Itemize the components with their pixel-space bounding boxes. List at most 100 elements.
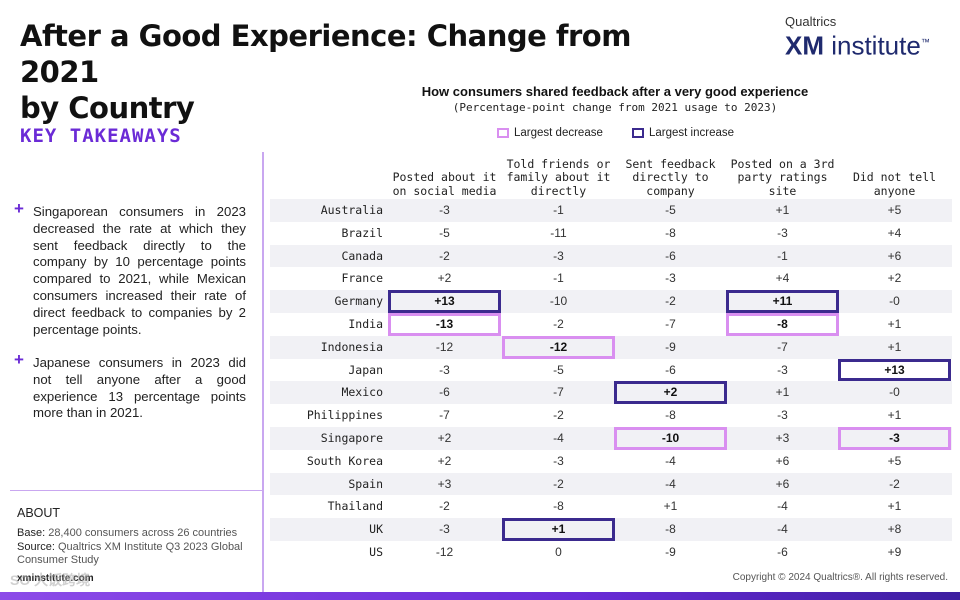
table-cell: -4 [665,453,676,468]
table-cell: -7 [777,339,788,354]
page-title-line2: by Country [20,91,195,125]
base-text: 28,400 consumers across 26 countries [45,527,238,539]
table-cell: -9 [665,339,676,354]
column-header: Posted on a 3rd party ratings site [725,156,840,198]
table-cell: -2 [553,476,564,491]
table-cell: +2 [614,381,727,405]
table-cell: +11 [726,290,839,313]
about-base: Base: 28,400 consumers across 26 countri… [17,527,257,540]
logo-xm: XM [785,30,824,61]
legend-decrease-label: Largest decrease [514,127,603,139]
table-cell: -3 [777,362,788,377]
column-header-text: Told friends or family about it directly [506,156,611,198]
table-cell: -3 [553,248,564,263]
logo-tm: ™ [920,37,930,47]
column-header-text: Posted on a 3rd party ratings site [730,156,835,198]
row-label-country: Germany [334,294,383,309]
table-cell: -10 [614,427,727,450]
table-cell: +1 [887,499,902,514]
row-label-country: Philippines [306,408,383,423]
table-cell: +6 [775,476,790,491]
table-cell: -6 [777,545,788,559]
table-cell: -12 [435,545,454,559]
legend-increase-label: Largest increase [649,127,735,139]
table-cell: -2 [439,499,450,514]
table-cell: -4 [665,476,676,491]
vertical-divider [262,152,264,592]
table-cell: -0 [889,294,900,309]
row-label-country: Singapore [320,431,383,445]
table-cell: +4 [887,225,902,240]
table-cell: -5 [665,203,676,217]
takeaway-text-1: Singaporean consumers in 2023 decreased … [33,204,246,337]
table-cell: +5 [887,453,902,468]
watermark: SO 大饭跨境 [10,572,91,588]
table-cell: +2 [437,431,452,445]
table-cell: -11 [550,225,567,240]
table-row-stripe [270,381,952,405]
table-cell: -0 [889,385,900,400]
table-cell: +13 [388,290,501,313]
row-label-country: Canada [341,248,383,263]
table-cell: +1 [775,203,790,217]
table-row-stripe [270,518,952,541]
source-label: Source: [17,541,55,553]
table-cell: -3 [838,427,951,450]
legend-increase-swatch [632,128,644,138]
legend-decrease: Largest decrease [497,127,603,139]
plus-icon: + [14,350,24,369]
table-cell: -8 [726,313,839,336]
table-cell: -1 [553,203,564,217]
table-cell: +1 [663,499,678,514]
row-label-country: Spain [348,476,383,491]
column-header-text: Posted about it on social media [392,170,497,198]
table-cell: -4 [777,499,788,514]
table-cell: -1 [553,271,564,286]
source-text: Qualtrics XM Institute Q3 2023 Global Co… [17,541,243,566]
table-cell: +2 [437,271,452,286]
chart-title: How consumers shared feedback after a ve… [421,84,809,99]
table-cell: -8 [665,225,676,240]
table-cell: +1 [887,317,902,331]
table-cell: -7 [665,317,676,331]
table-cell: +9 [887,545,902,559]
table-cell: -3 [439,362,450,377]
table-cell: -4 [553,431,564,445]
table-cell: +6 [775,453,790,468]
table-cell: -6 [665,248,676,263]
row-label-country: UK [369,522,383,537]
table-cell: -2 [553,408,564,423]
page-title: After a Good Experience: Change from 202… [20,18,700,126]
base-label: Base: [17,527,46,539]
row-label-country: India [348,317,383,331]
logo-xm-institute-text: XM institute™ [785,29,945,59]
table-cell: -3 [439,522,450,537]
key-takeaways-heading: KEY TAKEAWAYS [20,125,182,147]
copyright: Copyright © 2024 Qualtrics®. All rights … [732,572,948,583]
table-cell: +6 [887,248,902,263]
table-cell: -13 [388,313,501,336]
plus-icon: + [14,199,24,218]
table-cell: -12 [502,335,615,359]
table-cell: -3 [439,203,450,217]
row-label-country: Indonesia [320,339,383,354]
footer-url[interactable]: xminstitute.com [17,573,94,584]
table-cell: +2 [887,271,902,286]
table-cell: +13 [838,358,951,382]
table-cell: -8 [665,522,676,537]
table-cell: -3 [553,453,564,468]
table-cell: -8 [665,408,676,423]
table-cell: -10 [549,294,568,309]
row-label-country: US [369,545,383,559]
table-cell: +1 [502,518,615,541]
table-row-stripe [270,290,952,313]
table-cell: +1 [887,408,902,423]
table-cell: -6 [665,362,676,377]
table-cell: -2 [439,248,450,263]
table-cell: -3 [777,225,788,240]
table-cell: -3 [665,271,676,286]
row-label-country: Japan [348,362,383,377]
table-cell: -7 [553,385,564,400]
table-cell: +1 [775,385,790,400]
row-label-country: South Korea [306,453,383,468]
